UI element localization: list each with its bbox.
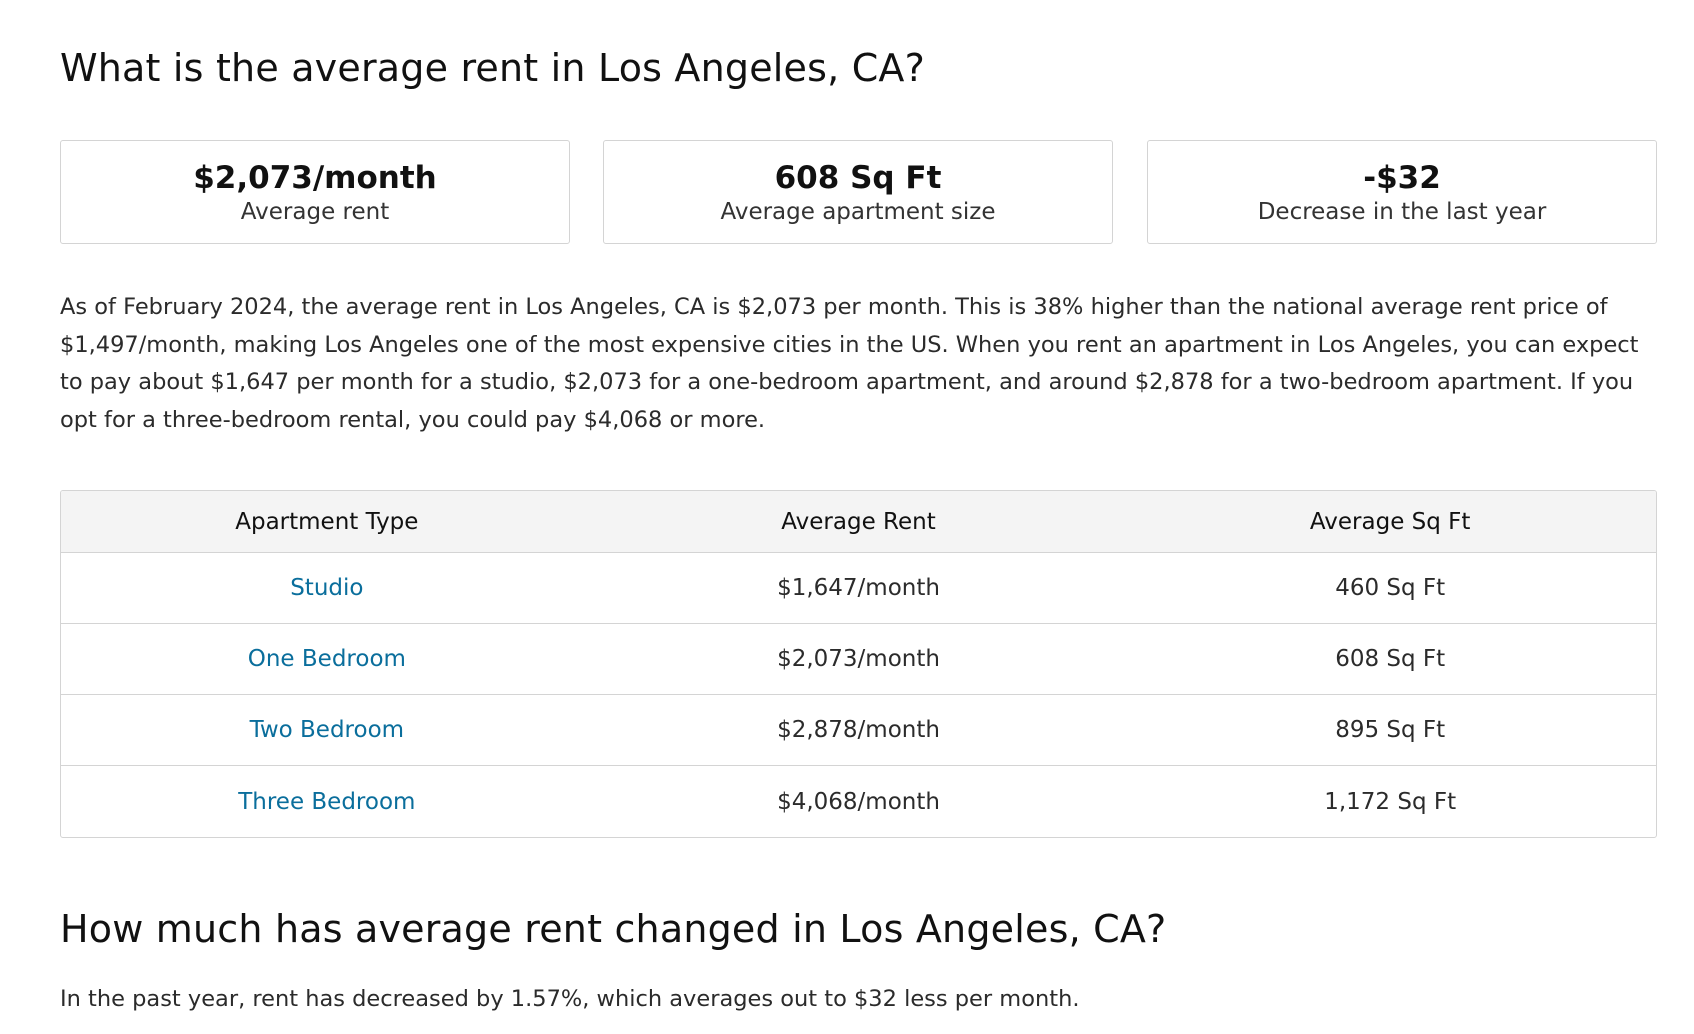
- average-sqft-cell: 1,172 Sq Ft: [1324, 788, 1457, 815]
- apartment-type-link-two-bedroom[interactable]: Two Bedroom: [249, 717, 405, 743]
- stat-label: Average rent: [240, 199, 390, 225]
- average-sqft-cell: 460 Sq Ft: [1335, 575, 1446, 601]
- average-rent-cell: $2,073/month: [777, 646, 940, 672]
- table-header-row: Apartment Type Average Rent Average Sq F…: [61, 491, 1656, 553]
- stats-cards: $2,073/month Average rent 608 Sq Ft Aver…: [60, 140, 1657, 246]
- rent-change-heading: How much has average rent changed in Los…: [60, 907, 1167, 951]
- table-row: Studio $1,647/month 460 Sq Ft: [61, 553, 1656, 624]
- average-rent-cell: $1,647/month: [777, 575, 940, 601]
- apartment-type-link-three-bedroom[interactable]: Three Bedroom: [238, 788, 416, 815]
- stat-label: Decrease in the last year: [1257, 199, 1547, 225]
- stat-label: Average apartment size: [720, 199, 996, 225]
- average-rent-cell: $4,068/month: [777, 788, 940, 815]
- apartment-type-link-one-bedroom[interactable]: One Bedroom: [247, 646, 406, 672]
- average-rent-heading: What is the average rent in Los Angeles,…: [60, 46, 925, 90]
- table-row: Three Bedroom $4,068/month 1,172 Sq Ft: [61, 766, 1656, 837]
- column-header-average-sqft: Average Sq Ft: [1309, 508, 1471, 535]
- stat-value: $2,073/month: [193, 160, 437, 196]
- column-header-average-rent: Average Rent: [781, 508, 936, 535]
- stat-value: 608 Sq Ft: [774, 160, 942, 196]
- summary-paragraph: As of February 2024, the average rent in…: [60, 294, 1639, 433]
- table-row: Two Bedroom $2,878/month 895 Sq Ft: [61, 695, 1656, 766]
- stat-card-average-size: 608 Sq Ft Average apartment size: [603, 140, 1113, 244]
- rent-change-paragraph: In the past year, rent has decreased by …: [60, 986, 1080, 1012]
- rent-by-apartment-type-table: Apartment Type Average Rent Average Sq F…: [60, 490, 1657, 838]
- average-sqft-cell: 608 Sq Ft: [1335, 646, 1446, 672]
- column-header-apartment-type: Apartment Type: [235, 508, 419, 535]
- stat-value: -$32: [1363, 160, 1441, 196]
- average-sqft-cell: 895 Sq Ft: [1335, 717, 1446, 743]
- average-rent-cell: $2,878/month: [777, 717, 940, 743]
- stat-card-average-rent: $2,073/month Average rent: [60, 140, 570, 244]
- stat-card-rent-change: -$32 Decrease in the last year: [1147, 140, 1657, 244]
- apartment-type-link-studio[interactable]: Studio: [290, 575, 364, 601]
- table-row: One Bedroom $2,073/month 608 Sq Ft: [61, 624, 1656, 695]
